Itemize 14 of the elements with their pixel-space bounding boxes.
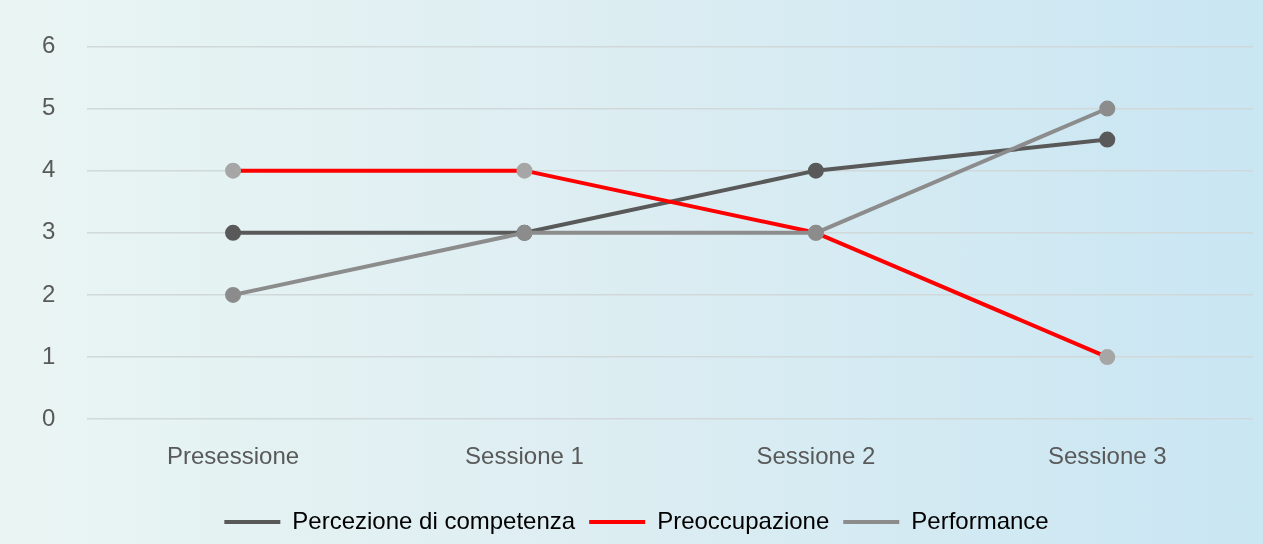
x-tick-label: Sessione 2 <box>756 442 876 470</box>
y-tick-label: 5 <box>41 93 56 121</box>
y-tick-label: 1 <box>41 341 56 369</box>
y-tick-label: 4 <box>41 155 56 183</box>
y-tick-label: 0 <box>41 403 56 431</box>
x-tick-label: Sessione 1 <box>465 442 584 470</box>
legend-label: Preoccupazione <box>657 506 830 534</box>
y-tick-label: 3 <box>41 217 56 245</box>
x-tick-label: Presessione <box>167 442 300 470</box>
y-tick-label: 6 <box>41 31 56 59</box>
legend-label: Percezione di competenza <box>292 506 576 534</box>
x-tick-label: Sessione 3 <box>1047 442 1167 470</box>
legend-label: Performance <box>911 506 1049 534</box>
y-tick-label: 2 <box>41 279 56 307</box>
